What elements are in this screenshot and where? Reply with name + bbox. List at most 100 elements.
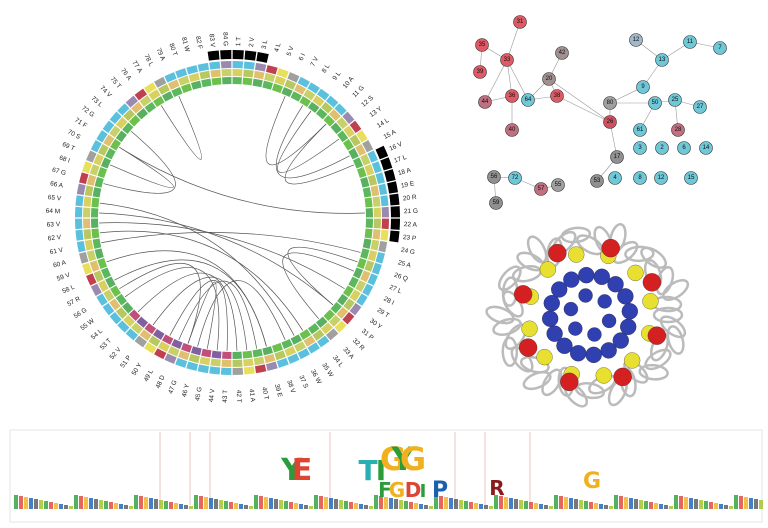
network-node: 4 [608,171,622,185]
link-arc [277,110,340,173]
ring-middle [199,70,211,80]
logo-background-column [549,506,553,509]
ring-outer [325,328,339,341]
ring-outer [254,62,267,72]
ring-inner [129,309,141,321]
ring-middle [167,346,180,357]
residue-label: 21 G [404,208,418,216]
network-node: 8 [633,171,647,185]
logo-background-column [524,501,528,509]
logo-background-column [324,497,328,509]
residue-label: 53 T [99,337,113,351]
ring-middle [109,125,121,138]
logo-background-column [594,503,598,509]
ring-middle [232,359,243,367]
ring-inner [352,157,364,169]
residue-label: 31 P [360,328,375,342]
logo-background-column [569,498,573,509]
network-edge [556,95,611,123]
logo-background-column [604,505,608,509]
node-label: 56 [491,174,498,180]
ring-inner [330,122,342,135]
logo-background-column [679,496,683,509]
residue-label: 78 L [142,53,154,68]
logo-background-column [469,502,473,509]
logo-background-column [494,495,498,509]
residue-label: 80 T [167,42,178,57]
residue-label: 35 W [320,362,334,379]
ring-outer [265,65,278,75]
ring-outer [154,76,167,88]
atom [623,352,641,369]
node-label: 44 [482,99,489,105]
ring-outer [96,130,108,143]
ring-highlight [389,230,400,243]
ring-inner [161,91,174,102]
network-node: 28 [671,123,685,137]
ring-outer [144,342,157,354]
logo-letter: P [432,478,448,503]
ring-inner [356,167,367,178]
ring-outer [144,82,157,94]
logo-background-column [699,500,703,509]
node-label: 61 [637,127,644,133]
atom [600,342,617,359]
atom [551,281,568,298]
residue-label: 34 L [331,354,344,369]
node-label: 8 [638,175,642,181]
ring-outer [232,367,244,375]
node-label: 28 [675,127,682,133]
ring-middle [98,144,109,156]
logo-background-column [119,504,123,509]
logo-background-column [459,500,463,509]
network-node: 7 [713,41,727,55]
ring-inner [281,86,293,98]
residue-label: 2 V [248,36,256,47]
ring-middle [370,239,380,251]
logo-background-column [384,497,388,509]
ring-inner [362,238,372,249]
ring-outer [209,366,221,375]
residue-label: 5 V [286,45,296,57]
helix [492,317,522,336]
logo-background-column [359,504,363,509]
logo-letter: G [583,469,601,494]
node-circle [655,53,669,67]
residue-label: 40 T [260,386,269,400]
link-arc [265,95,327,166]
ring-inner [97,167,108,178]
logo-background-column [124,505,128,509]
residue-label: 14 L [376,117,391,130]
residue-label: 84 G [221,32,229,46]
logo-background-column [334,499,338,509]
ring-highlight [244,50,257,61]
residue-label: 61 V [49,247,64,256]
ring-outer [175,68,188,79]
node-circle [683,35,697,49]
ring-middle [89,164,100,176]
logo-background-column [619,496,623,509]
node-circle [629,33,643,47]
network-node: 40 [505,123,519,137]
ring-highlight [375,145,389,160]
logo-background-column [74,495,78,509]
ring-inner [94,176,104,188]
residue-label: 13 Y [368,105,383,119]
ring-middle [93,270,104,283]
logo-background-column [114,503,118,509]
ring-middle [360,270,371,283]
node-label: 64 [525,97,532,103]
ring-outer [75,195,84,207]
logo-frame [9,429,763,523]
node-label: 50 [652,100,659,106]
residue-label: 83 V [208,33,217,48]
ring-outer [117,103,130,116]
ring-middle [148,335,161,347]
node-circle [550,89,564,103]
logo-background-column [69,506,73,509]
ring-outer [102,302,115,316]
atom [560,372,579,392]
node-label: 33 [504,57,511,63]
ring-middle [364,164,375,176]
